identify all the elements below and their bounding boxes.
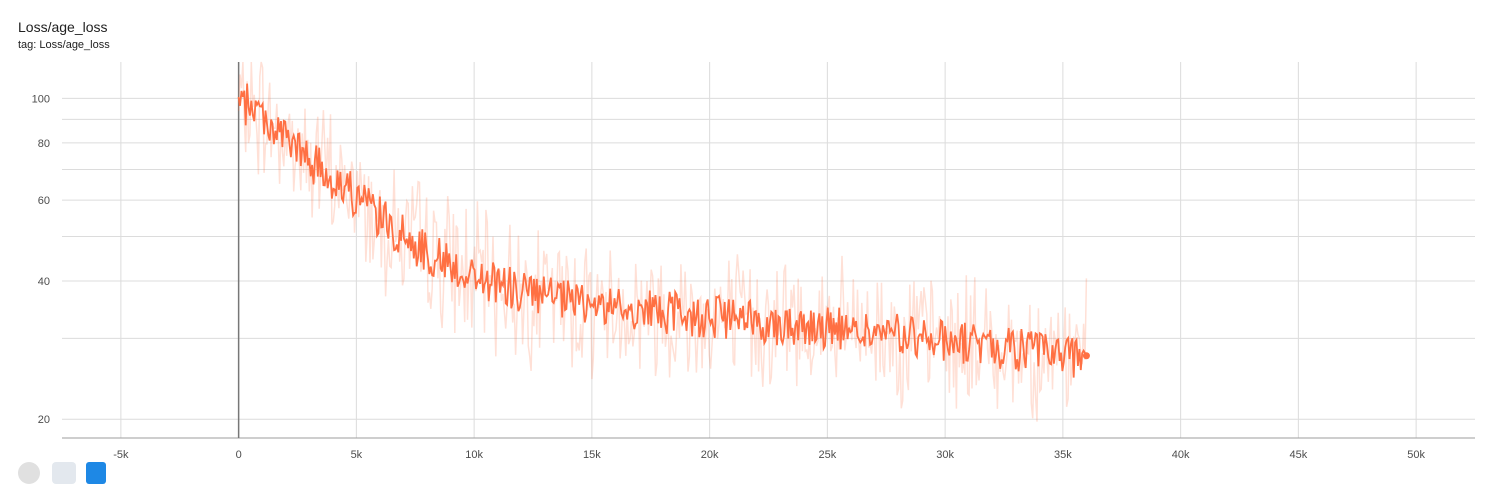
smoothed-series — [237, 83, 1090, 378]
chart-title: Loss/age_loss — [18, 19, 108, 35]
x-tick-label: 5k — [351, 449, 363, 461]
x-tick-label: 15k — [583, 449, 601, 461]
download-button[interactable] — [86, 462, 106, 484]
x-tick-label: -5k — [113, 449, 129, 461]
smoothed-line — [237, 83, 1088, 378]
y-tick-label: 60 — [38, 195, 50, 207]
tick-labels: -5k 0 5k 10k 15k 20k 25k 30k 35k 40k 45k 50k 20 40 60 8… — [32, 93, 1426, 461]
axes — [62, 62, 1475, 439]
x-tick-label: 30k — [936, 449, 954, 461]
x-tick-label: 0 — [236, 449, 242, 461]
x-tick-label: 45k — [1290, 449, 1308, 461]
x-tick-label: 35k — [1054, 449, 1072, 461]
x-tick-label: 20k — [701, 449, 719, 461]
y-tick-label: 40 — [38, 276, 50, 288]
y-tick-label: 80 — [38, 138, 50, 150]
loss-chart[interactable]: -5k 0 5k 10k 15k 20k 25k 30k 35k 40k 45k 50k 20 40 60 8… — [0, 0, 1485, 472]
x-tick-label: 50k — [1407, 449, 1425, 461]
x-tick-label: 10k — [465, 449, 483, 461]
y-tick-label: 100 — [32, 93, 50, 105]
grid-lines — [62, 62, 1475, 438]
fit-domain-button[interactable] — [18, 462, 40, 484]
x-tick-label: 40k — [1172, 449, 1190, 461]
last-point-marker — [1082, 352, 1090, 360]
y-tick-label: 20 — [38, 414, 50, 426]
raw-line — [237, 61, 1088, 422]
chart-tag: tag: Loss/age_loss — [18, 39, 110, 51]
x-tick-label: 25k — [819, 449, 837, 461]
raw-series — [237, 61, 1088, 422]
log-scale-button[interactable] — [52, 462, 76, 484]
